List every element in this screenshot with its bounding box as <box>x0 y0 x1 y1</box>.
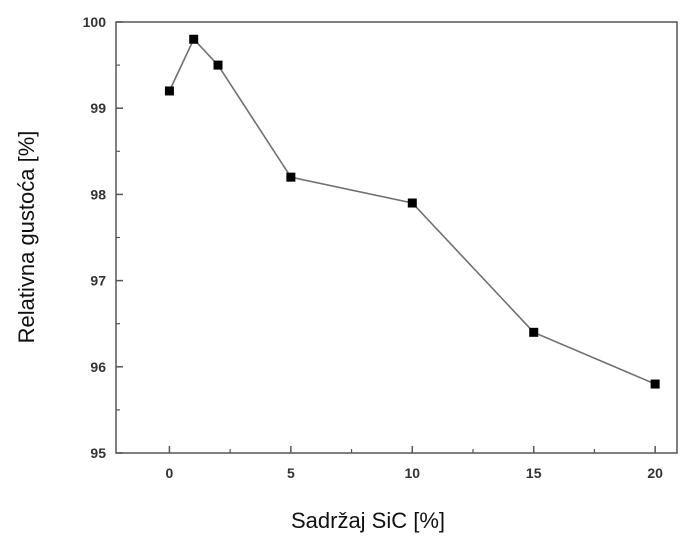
data-point <box>529 327 539 337</box>
y-axis-title: Relativna gustoća [%] <box>14 131 39 344</box>
x-axis-ticks: 0 5 10 15 20 <box>166 446 663 481</box>
y-tick-label: 99 <box>90 100 106 116</box>
y-tick-label: 96 <box>90 359 106 375</box>
data-point <box>650 379 660 389</box>
x-tick-label: 0 <box>166 465 174 481</box>
series-line <box>168 37 656 385</box>
x-tick-label: 10 <box>404 465 420 481</box>
plot-frame <box>115 21 678 454</box>
plot-area <box>115 21 678 454</box>
data-point <box>407 198 417 208</box>
y-axis-ticks: 95 96 97 98 99 100 <box>83 14 123 461</box>
data-point <box>213 60 223 70</box>
data-point <box>164 86 174 96</box>
data-point <box>189 34 199 44</box>
x-tick-label: 15 <box>526 465 542 481</box>
x-tick-label: 5 <box>287 465 295 481</box>
data-point <box>286 172 296 182</box>
y-tick-label: 98 <box>90 186 106 202</box>
x-tick-label: 20 <box>647 465 663 481</box>
x-axis-title: Sadržaj SiC [%] <box>291 508 445 533</box>
series-layer <box>164 34 660 389</box>
y-tick-label: 97 <box>90 273 106 289</box>
y-tick-label: 100 <box>83 14 107 30</box>
y-tick-label: 95 <box>90 445 106 461</box>
